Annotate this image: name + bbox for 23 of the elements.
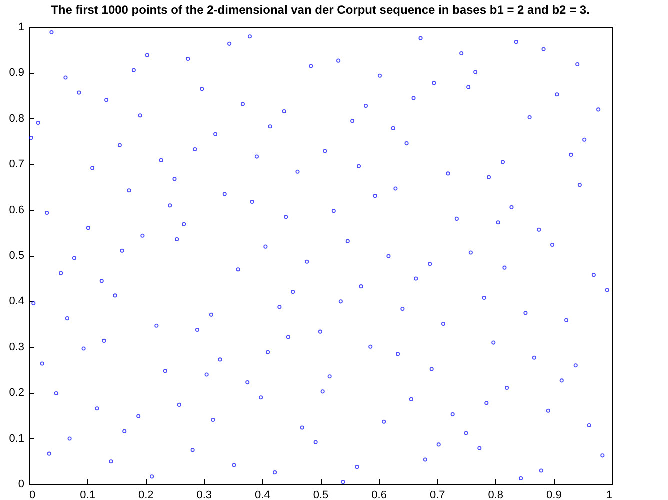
y-tick-label: 0: [18, 478, 24, 490]
y-tick-label: 0.3: [9, 341, 24, 354]
x-tick-label: 0.8: [488, 490, 504, 500]
chart-title: The first 1000 points of the 2-dimensional van der Corput sequence in bases b1 = 2 and b2 = 3.: [51, 3, 590, 17]
x-tick-label: 0.7: [430, 490, 446, 500]
x-tick-label: 0.2: [138, 490, 154, 500]
y-tick-label: 0.6: [9, 204, 24, 216]
y-tick-label: 0.5: [9, 250, 24, 262]
x-tick-label: 0.9: [546, 490, 562, 500]
x-tick-label: 0.1: [80, 490, 96, 500]
x-tick-label: 0.4: [255, 490, 270, 500]
y-tick-label: 0.7: [9, 158, 24, 171]
x-tick-label: 0.6: [372, 490, 387, 500]
y-tick-label: 0.9: [9, 67, 24, 80]
x-tick-label: 0.5: [313, 490, 329, 500]
x-tick-label: 1: [606, 490, 612, 500]
y-tick-label: 1: [18, 22, 24, 34]
x-tick-label: 0: [30, 490, 36, 500]
y-tick-label: 0.4: [9, 296, 24, 308]
y-tick-label: 0.1: [9, 432, 24, 445]
y-tick-label: 0.2: [9, 387, 24, 400]
x-tick-label: 0.3: [196, 490, 212, 500]
y-tick-label: 0.8: [9, 112, 24, 125]
